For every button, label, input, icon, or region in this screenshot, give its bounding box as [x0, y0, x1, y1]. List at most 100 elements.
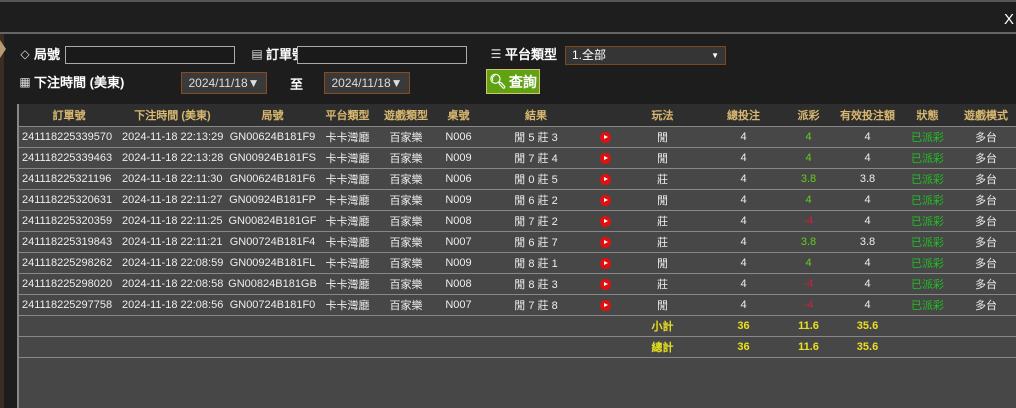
empty-cell	[899, 315, 956, 337]
cell-result: 閒 7 莊 8	[481, 294, 591, 316]
play-video-icon[interactable]	[599, 257, 611, 269]
cell-status: 已派彩	[899, 294, 956, 316]
round-input[interactable]	[65, 46, 235, 64]
header-round: 局號	[226, 104, 319, 127]
cell-total: 4	[706, 273, 781, 295]
empty-cell	[119, 315, 226, 337]
cell-order: 241118225320359	[19, 210, 119, 232]
header-order: 訂單號	[19, 104, 119, 127]
cell-platform: 卡卡灣廳	[319, 147, 376, 169]
header-result: 結果	[481, 104, 591, 127]
play-video-icon[interactable]	[599, 236, 611, 248]
play-video-icon[interactable]	[599, 152, 611, 164]
cell-replay	[591, 210, 619, 232]
header-status: 狀態	[899, 104, 956, 127]
cell-total: 4	[706, 147, 781, 169]
cell-game: 百家樂	[376, 294, 436, 316]
cell-total: 4	[706, 189, 781, 211]
cell-valid: 4	[836, 252, 899, 274]
date-from-picker[interactable]: 2024/11/18▼	[181, 72, 267, 94]
cell-mode: 多台	[956, 231, 1016, 253]
cell-total: 4	[706, 126, 781, 148]
cell-replay	[591, 147, 619, 169]
cell-game: 百家樂	[376, 168, 436, 190]
cell-table: N009	[436, 252, 481, 274]
play-video-icon[interactable]	[599, 194, 611, 206]
left-edge	[0, 34, 4, 408]
close-button[interactable]: X	[1003, 11, 1014, 28]
modal-title-bar: X	[0, 0, 1016, 32]
table-row: 241118225321196 2024-11-18 22:11:30 GN0062…	[19, 168, 1016, 190]
table-row: 241118225320631 2024-11-18 22:11:27 GN0092…	[19, 189, 1016, 211]
cell-mode: 多台	[956, 210, 1016, 232]
header-table: 桌號	[436, 104, 481, 127]
cell-game: 百家樂	[376, 189, 436, 211]
round-label: 局號	[34, 47, 61, 62]
cell-bet: 閒	[619, 147, 706, 169]
cell-status: 已派彩	[899, 210, 956, 232]
empty-cell	[19, 336, 119, 358]
cell-result: 閒 7 莊 4	[481, 147, 591, 169]
cell-result: 閒 5 莊 3	[481, 126, 591, 148]
cell-total: 4	[706, 210, 781, 232]
header-bet: 玩法	[619, 104, 706, 127]
order-input[interactable]	[297, 46, 467, 64]
cell-round: GN00924B181FP	[226, 189, 319, 211]
play-video-icon[interactable]	[599, 299, 611, 311]
cell-time: 2024-11-18 22:11:25	[119, 210, 226, 232]
header-game: 遊戲類型	[376, 104, 436, 127]
cell-payout: 3.8	[781, 168, 836, 190]
grandtotal-payout: 11.6	[781, 336, 836, 358]
play-video-icon[interactable]	[599, 173, 611, 185]
cell-mode: 多台	[956, 168, 1016, 190]
cell-replay	[591, 294, 619, 316]
play-video-icon[interactable]	[599, 131, 611, 143]
cell-game: 百家樂	[376, 273, 436, 295]
cell-table: N007	[436, 294, 481, 316]
table-row: 241118225319843 2024-11-18 22:11:21 GN0072…	[19, 231, 1016, 253]
cell-order: 241118225321196	[19, 168, 119, 190]
cell-order: 241118225319843	[19, 231, 119, 253]
cell-mode: 多台	[956, 294, 1016, 316]
cell-platform: 卡卡灣廳	[319, 189, 376, 211]
cell-round: GN00724B181F4	[226, 231, 319, 253]
platform-label: 平台類型	[505, 47, 558, 62]
cell-status: 已派彩	[899, 147, 956, 169]
cell-order: 241118225298020	[19, 273, 119, 295]
cell-mode: 多台	[956, 126, 1016, 148]
query-button[interactable]: 🔍︎ 查詢	[486, 69, 540, 94]
cell-mode: 多台	[956, 189, 1016, 211]
empty-cell	[591, 315, 619, 337]
cell-round: GN00924B181FL	[226, 252, 319, 274]
to-label: 至	[290, 77, 304, 92]
cell-result: 閒 7 莊 2	[481, 210, 591, 232]
cell-mode: 多台	[956, 273, 1016, 295]
cell-platform: 卡卡灣廳	[319, 210, 376, 232]
cell-order: 241118225339463	[19, 147, 119, 169]
cell-valid: 4	[836, 126, 899, 148]
cell-platform: 卡卡灣廳	[319, 294, 376, 316]
empty-cell	[226, 315, 319, 337]
cell-result: 閒 6 莊 7	[481, 231, 591, 253]
cell-round: GN00824B181GF	[226, 210, 319, 232]
calendar-icon: ▦	[19, 74, 31, 89]
platform-select[interactable]: 1.全部 ▼	[565, 46, 726, 65]
empty-cell	[319, 315, 376, 337]
cell-platform: 卡卡灣廳	[319, 168, 376, 190]
play-video-icon[interactable]	[599, 278, 611, 290]
chevron-down-icon: ▼	[711, 51, 719, 60]
cell-time: 2024-11-18 22:08:59	[119, 252, 226, 274]
empty-cell	[481, 315, 591, 337]
date-to-picker[interactable]: 2024/11/18▼	[324, 72, 410, 94]
cell-valid: 3.8	[836, 231, 899, 253]
header-total: 總投注	[706, 104, 781, 127]
cell-game: 百家樂	[376, 252, 436, 274]
table-header: 訂單號 下注時間 (美東) 局號 平台類型 遊戲類型 桌號 結果 玩法 總投注 派彩 有效投注額 狀態…	[19, 104, 1016, 127]
empty-cell	[226, 336, 319, 358]
cell-mode: 多台	[956, 252, 1016, 274]
cell-bet: 莊	[619, 168, 706, 190]
list-icon: ☰	[490, 46, 502, 61]
play-video-icon[interactable]	[599, 215, 611, 227]
cell-game: 百家樂	[376, 126, 436, 148]
cell-platform: 卡卡灣廳	[319, 273, 376, 295]
